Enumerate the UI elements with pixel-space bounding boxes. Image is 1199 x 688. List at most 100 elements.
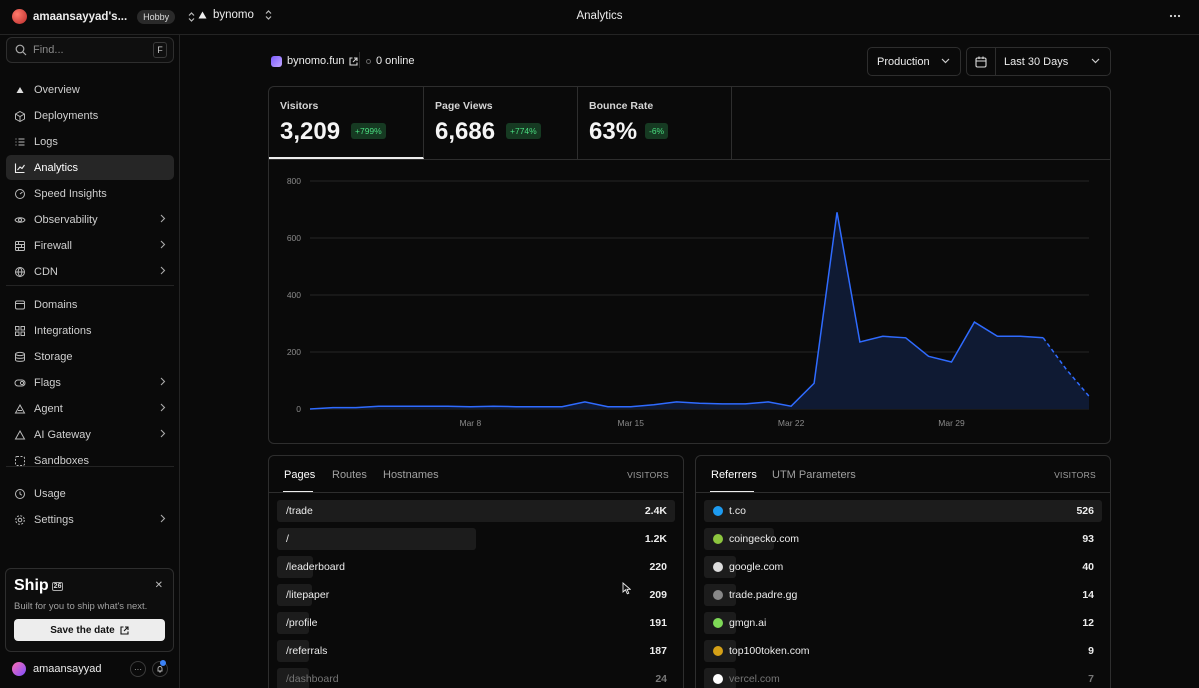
sidebar-item-agent[interactable]: Agent xyxy=(6,396,174,421)
sidebar-item-label: Flags xyxy=(34,376,61,389)
row-bar xyxy=(277,500,675,522)
row-value: 24 xyxy=(655,673,667,685)
y-tick-label: 200 xyxy=(287,347,301,357)
project-switcher[interactable]: bynomo xyxy=(198,9,273,21)
row-value: 2.4K xyxy=(644,505,667,517)
metric-page-views[interactable]: Page Views 6,686 +774% xyxy=(424,87,578,159)
sidebar-item-label: Storage xyxy=(34,350,73,363)
referrer-row[interactable]: trade.padre.gg 14 xyxy=(704,584,1102,606)
sidebar-item-integrations[interactable]: Integrations xyxy=(6,318,174,343)
sidebar-item-storage[interactable]: Storage xyxy=(6,344,174,369)
search-box[interactable]: F xyxy=(6,37,174,63)
metric-label: Page Views xyxy=(435,100,493,112)
row-bar xyxy=(277,612,309,634)
close-icon[interactable]: ✕ xyxy=(154,580,163,591)
divider xyxy=(269,492,683,493)
referrer-row[interactable]: coingecko.com 93 xyxy=(704,528,1102,550)
page-row[interactable]: /profile 191 xyxy=(277,612,675,634)
row-label: /referrals xyxy=(286,645,328,657)
save-the-date-button[interactable]: Save the date xyxy=(14,619,165,641)
page-row[interactable]: /litepaper 209 xyxy=(277,584,675,606)
sidebar-item-settings[interactable]: Settings xyxy=(6,507,174,532)
date-range-select[interactable]: Last 30 Days xyxy=(966,47,1111,76)
chevron-updown-icon[interactable] xyxy=(264,9,273,21)
page-row[interactable]: / 1.2K xyxy=(277,528,675,550)
sidebar-item-label: Observability xyxy=(34,213,98,226)
environment-select[interactable]: Production xyxy=(867,47,961,76)
chevron-updown-icon[interactable] xyxy=(187,11,196,23)
metric-delta: -6% xyxy=(645,123,669,139)
sidebar-item-logs[interactable]: Logs xyxy=(6,129,174,154)
sidebar-item-observability[interactable]: Observability xyxy=(6,207,174,232)
tab-routes[interactable]: Routes xyxy=(332,469,367,481)
sidebar-item-label: Analytics xyxy=(34,161,79,174)
metric-value: 3,209 xyxy=(280,118,341,145)
page-row[interactable]: /trade 2.4K xyxy=(277,500,675,522)
tab-referrers[interactable]: Referrers xyxy=(711,469,757,481)
ship-promo-card: Ship 26 ✕ Built for you to ship what's ne… xyxy=(5,568,174,652)
row-value: 191 xyxy=(649,617,667,629)
calendar-icon xyxy=(975,56,987,68)
metric-delta: +774% xyxy=(506,123,541,139)
sidebar-item-cdn[interactable]: CDN xyxy=(6,259,174,284)
chevron-right-icon xyxy=(160,403,166,412)
metric-bounce-rate[interactable]: Bounce Rate 63% -6% xyxy=(578,87,732,159)
referrer-row[interactable]: t.co 526 xyxy=(704,500,1102,522)
project-name: bynomo xyxy=(213,9,254,21)
sidebar-item-sandboxes[interactable]: Sandboxes xyxy=(6,448,174,473)
metric-visitors[interactable]: Visitors 3,209 +799% xyxy=(269,87,424,159)
tab-utm-parameters[interactable]: UTM Parameters xyxy=(772,469,856,481)
referrer-row[interactable]: gmgn.ai 12 xyxy=(704,612,1102,634)
tab-hostnames[interactable]: Hostnames xyxy=(383,469,439,481)
series-line-projected xyxy=(1042,337,1090,397)
domain-link[interactable]: bynomo.fun xyxy=(271,55,359,67)
divider xyxy=(6,466,174,467)
referrer-row[interactable]: top100token.com 9 xyxy=(704,640,1102,662)
row-label: google.com xyxy=(729,561,784,573)
divider xyxy=(696,492,1110,493)
team-switcher[interactable]: amaansayyad's... Hobby xyxy=(12,9,196,24)
chart-icon xyxy=(14,162,26,174)
mouse-cursor-icon xyxy=(622,582,631,595)
date-range-label: Last 30 Days xyxy=(1004,56,1069,68)
row-label: /litepaper xyxy=(286,589,330,601)
metric-value: 6,686 xyxy=(435,118,496,145)
notification-dot xyxy=(160,660,166,666)
referrer-row[interactable]: google.com 40 xyxy=(704,556,1102,578)
divider xyxy=(359,52,360,68)
sidebar-item-overview[interactable]: Overview xyxy=(6,77,174,102)
tab-pages[interactable]: Pages xyxy=(284,469,316,481)
online-count: 0 online xyxy=(376,55,415,67)
search-input[interactable] xyxy=(33,44,143,56)
page-row[interactable]: /leaderboard 220 xyxy=(277,556,675,578)
visitors-chart[interactable]: 800 600 400 200 0 Mar 8 Mar 15 Mar 22 Mar 29 xyxy=(269,160,1110,444)
user-menu[interactable]: amaansayyad xyxy=(12,662,102,676)
chevron-right-icon xyxy=(160,514,166,523)
sidebar-item-analytics[interactable]: Analytics xyxy=(6,155,174,180)
more-options-icon[interactable]: ··· xyxy=(130,661,146,677)
sidebar-item-flags[interactable]: Flags xyxy=(6,370,174,395)
triangle-icon xyxy=(198,11,207,19)
search-icon xyxy=(15,44,27,56)
ship-subtitle: Built for you to ship what's next. xyxy=(14,601,148,612)
row-bar xyxy=(277,584,312,606)
more-icon[interactable] xyxy=(1169,10,1181,22)
sidebar-item-deployments[interactable]: Deployments xyxy=(6,103,174,128)
sidebar-item-firewall[interactable]: Firewall xyxy=(6,233,174,258)
row-label: gmgn.ai xyxy=(729,617,767,629)
shortcut-key: F xyxy=(153,42,167,58)
referrer-row[interactable]: vercel.com 7 xyxy=(704,668,1102,688)
chevron-right-icon xyxy=(160,266,166,275)
favicon-icon xyxy=(713,534,723,544)
divider xyxy=(6,285,174,286)
sidebar-item-domains[interactable]: Domains xyxy=(6,292,174,317)
sidebar: F Overview Deployments Logs Analytics Speed … xyxy=(0,35,180,688)
page-row[interactable]: /dashboard 24 xyxy=(277,668,675,688)
page-row[interactable]: /referrals 187 xyxy=(277,640,675,662)
x-tick-label: Mar 15 xyxy=(618,418,645,428)
sidebar-item-usage[interactable]: Usage xyxy=(6,481,174,506)
sidebar-item-ai-gateway[interactable]: AI Gateway xyxy=(6,422,174,447)
sidebar-item-speed-insights[interactable]: Speed Insights xyxy=(6,181,174,206)
favicon-icon xyxy=(713,590,723,600)
row-bar xyxy=(277,556,314,578)
